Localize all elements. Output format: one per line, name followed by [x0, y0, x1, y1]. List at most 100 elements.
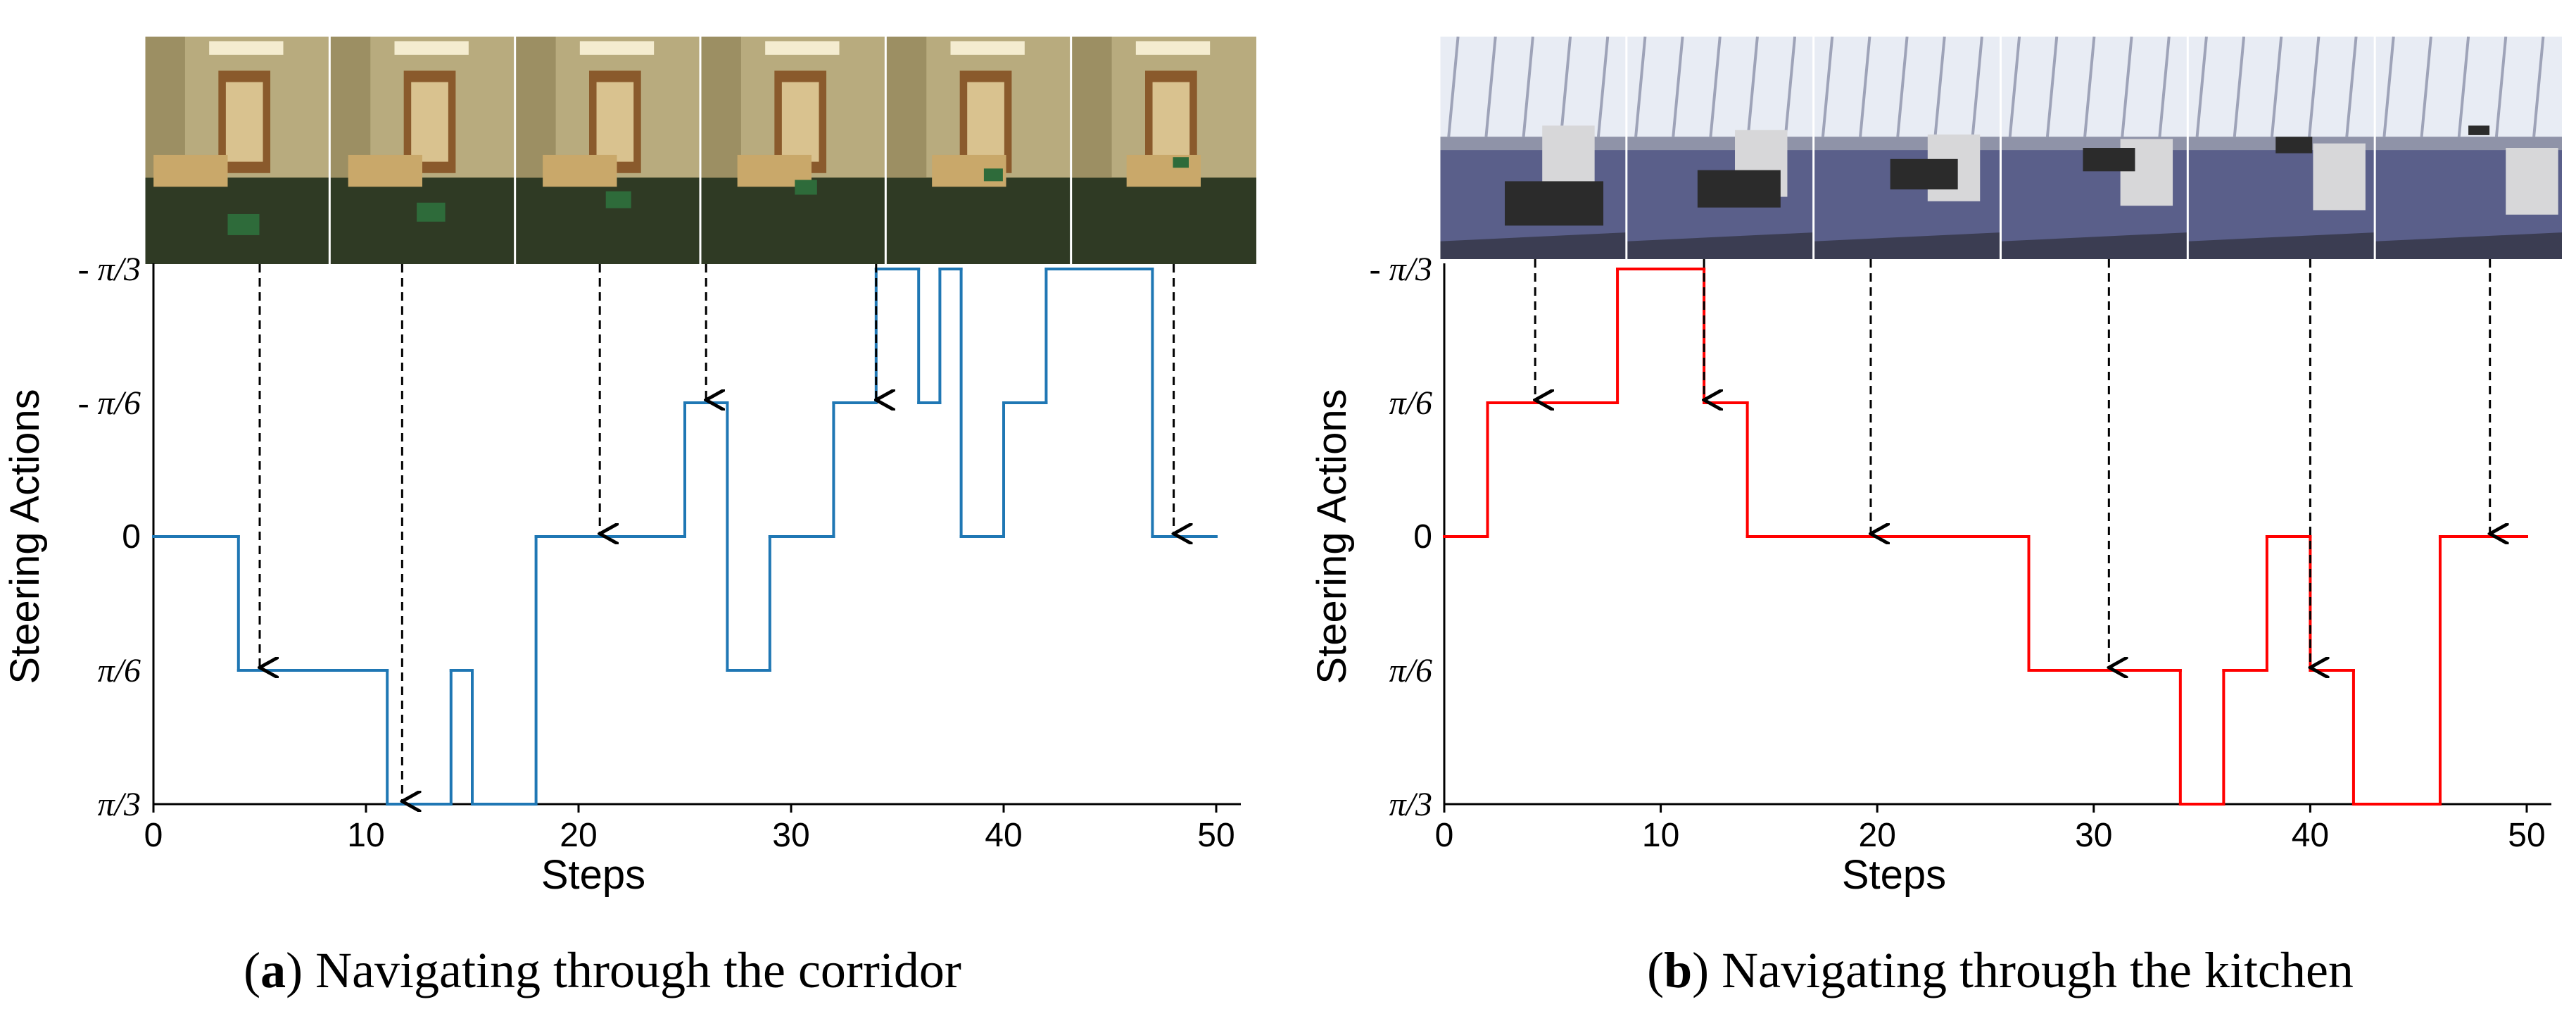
frame-robot — [1890, 158, 1958, 189]
frame-box — [348, 154, 422, 187]
caption-letter: b — [1664, 942, 1692, 998]
frame-window — [2187, 37, 2375, 137]
x-tick-label: 30 — [772, 817, 809, 854]
frame-counter-edge — [2187, 232, 2375, 259]
frame-window-bar — [1709, 36, 1722, 137]
frame-window-bar — [1896, 36, 1909, 137]
y-tick-label: π/6 — [98, 652, 141, 689]
frame-window-bar — [2195, 36, 2208, 137]
y-tick-label: - π/3 — [1370, 251, 1432, 288]
frame-rail — [1439, 137, 1627, 151]
frame-ceiling-light — [579, 41, 655, 55]
frame-window-bar — [2045, 36, 2059, 137]
frame-window-bar — [1672, 36, 1684, 137]
frame-robot — [2275, 137, 2313, 154]
caption-text: Navigating through the corridor — [315, 942, 961, 998]
x-axis-label: Steps — [541, 852, 645, 898]
frame-window-bar — [2083, 36, 2096, 137]
frame-bin — [2506, 148, 2558, 215]
frame-ceiling-light — [950, 41, 1025, 55]
frame-side-wall — [329, 37, 371, 178]
camera-frame — [2373, 36, 2562, 259]
frame-door-window — [781, 82, 819, 162]
frame-door-window — [1152, 82, 1190, 162]
steering-series — [152, 268, 1218, 806]
y-tick-label: π/6 — [1389, 384, 1432, 422]
camera-frame — [884, 37, 1071, 264]
frame-box — [543, 154, 617, 187]
x-tick-label: 30 — [2075, 817, 2112, 854]
frame-window-bar — [1971, 36, 1983, 137]
frame-robot — [1505, 181, 1604, 226]
camera-frame — [2186, 36, 2375, 259]
y-tick-label: 0 — [1413, 518, 1432, 556]
frame-counter-edge — [1813, 232, 2001, 259]
camera-frame — [328, 37, 515, 264]
y-tick-label: - π/3 — [78, 251, 141, 288]
frame-window-bar — [2457, 36, 2470, 137]
frame-side-wall — [700, 37, 741, 178]
frame-window-bar — [1859, 36, 1871, 137]
panel-caption: (b) Navigating through the kitchen — [1647, 942, 2354, 998]
frame-robot — [795, 180, 817, 195]
frame-robot — [1173, 157, 1189, 168]
frame-counter-edge — [2375, 232, 2562, 259]
frame-floor — [700, 177, 886, 264]
frame-floor — [1071, 177, 1256, 264]
caption-text: Navigating through the kitchen — [1722, 942, 2354, 998]
frame-robot — [227, 213, 260, 235]
camera-frame — [1438, 36, 1627, 259]
caption-prefix: ( — [1647, 942, 1664, 998]
frame-side-wall — [885, 37, 927, 178]
frame-window-bar — [1783, 36, 1797, 137]
frame-window-bar — [2382, 36, 2395, 137]
frame-window — [1439, 37, 1627, 137]
frame-window-bar — [2308, 36, 2321, 137]
x-tick-label: 10 — [1642, 817, 1679, 854]
frame-window — [1813, 37, 2001, 137]
frame-window-bar — [1634, 36, 1647, 137]
frame-robot — [1697, 170, 1781, 208]
frame-rail — [2375, 137, 2562, 151]
y-tick-label: 0 — [122, 518, 141, 556]
frame-window-bar — [1522, 36, 1534, 137]
frame-robot — [605, 191, 631, 208]
caption-suffix: ) — [286, 942, 315, 998]
frame-counter-edge — [1439, 232, 1627, 259]
camera-frame — [143, 37, 330, 264]
caption-suffix: ) — [1692, 942, 1722, 998]
frame-window-bar — [2420, 36, 2432, 137]
x-tick-label: 20 — [560, 817, 597, 854]
frame-door-window — [411, 82, 448, 162]
frame-counter-edge — [2000, 232, 2188, 259]
steering-series — [1443, 268, 2528, 806]
camera-frame — [514, 37, 700, 264]
frame-window-bar — [1933, 36, 1946, 137]
camera-frame — [1625, 36, 1814, 259]
camera-frame — [2000, 36, 2188, 259]
y-tick-label: π/3 — [98, 786, 141, 823]
frame-ceiling-light — [1135, 41, 1211, 55]
x-axis-label: Steps — [1842, 852, 1946, 898]
frame-window-bar — [1821, 36, 1834, 137]
camera-frame — [699, 37, 886, 264]
frame-side-wall — [1071, 37, 1112, 178]
frame-side-wall — [144, 37, 185, 178]
frame-window-bar — [2494, 36, 2508, 137]
x-tick-label: 40 — [985, 817, 1022, 854]
frame-window-bar — [1484, 36, 1497, 137]
frame-window — [2375, 37, 2562, 137]
frame-floor — [885, 177, 1071, 264]
y-tick-label: π/3 — [1389, 786, 1432, 823]
caption-prefix: ( — [244, 942, 260, 998]
x-tick-label: 50 — [2508, 817, 2545, 854]
y-tick-label: π/6 — [1389, 652, 1432, 689]
panel-kitchen: 0 10 20 30 40 50 - π/3 π/6 0 π/6 π/3 Steps Steering … — [1309, 36, 2562, 998]
frame-window-bar — [2158, 36, 2171, 137]
frame-counter-edge — [1626, 232, 1814, 259]
x-tick-label: 0 — [144, 817, 163, 854]
x-tick-label: 0 — [1435, 817, 1454, 854]
x-tick-label: 50 — [1197, 817, 1235, 854]
